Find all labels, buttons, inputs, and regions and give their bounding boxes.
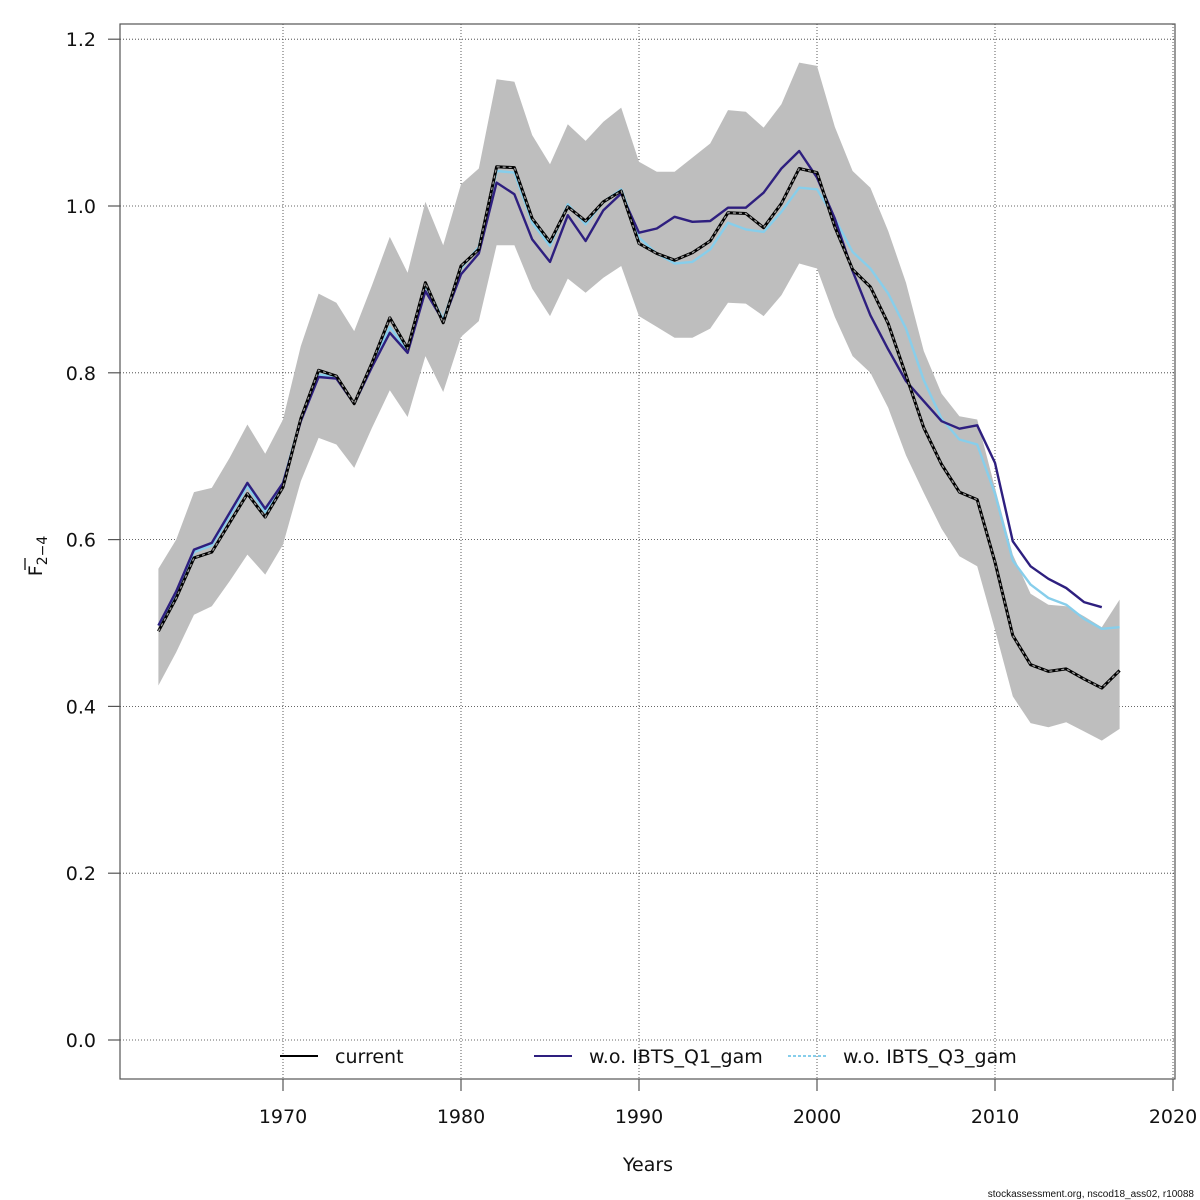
x-axis-title: Years bbox=[622, 1154, 673, 1176]
svg-text:F2−4: F2−4 bbox=[25, 536, 51, 577]
y-axis-title: F2−4 bbox=[24, 536, 51, 577]
legend-label-wo-ibts-q1: w.o. IBTS_Q1_gam bbox=[589, 1046, 763, 1068]
y-tick-label: 0.0 bbox=[66, 1030, 96, 1052]
legend-label-current: current bbox=[335, 1046, 404, 1068]
y-axis-title-main: F bbox=[25, 565, 47, 576]
y-tick-label: 0.8 bbox=[66, 363, 96, 385]
y-tick-label: 0.6 bbox=[66, 530, 96, 552]
y-axis-title-sub: 2−4 bbox=[35, 536, 51, 566]
confidence-band bbox=[158, 62, 1120, 741]
y-tick-label: 1.2 bbox=[66, 29, 96, 51]
legend: current w.o. IBTS_Q1_gam w.o. IBTS_Q3_ga… bbox=[280, 1046, 1017, 1068]
x-tick-label: 2010 bbox=[971, 1106, 1019, 1128]
y-tick-label: 0.2 bbox=[66, 863, 96, 885]
x-tick-label: 2020 bbox=[1149, 1106, 1197, 1128]
series-line-current-dash bbox=[157, 166, 1121, 689]
x-tick-label: 2000 bbox=[793, 1106, 841, 1128]
legend-label-wo-ibts-q3: w.o. IBTS_Q3_gam bbox=[843, 1046, 1017, 1068]
x-tick-label: 1970 bbox=[259, 1106, 307, 1128]
y-tick-label: 1.0 bbox=[66, 196, 96, 218]
plot-frame bbox=[119, 23, 1176, 1080]
x-tick-label: 1990 bbox=[615, 1106, 663, 1128]
x-tick-label: 1980 bbox=[437, 1106, 485, 1128]
series-layer bbox=[157, 149, 1121, 690]
y-tick-label: 0.4 bbox=[66, 696, 96, 718]
footnote: stockassessment.org, nscod18_ass02, r100… bbox=[988, 1189, 1195, 1200]
axes-layer: 0.0 0.2 0.4 0.6 0.8 1.0 1.2 1970 1980 1990 2000 201… bbox=[66, 29, 1197, 1128]
